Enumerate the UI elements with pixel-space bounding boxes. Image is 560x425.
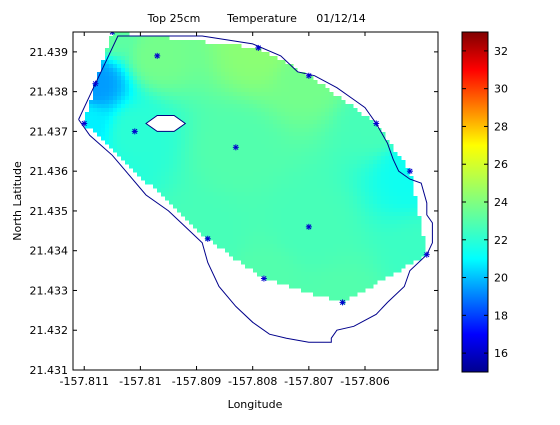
- y-tick-label: 21.433: [30, 284, 69, 297]
- x-tick-label: -157.807: [284, 375, 333, 388]
- colorbar-ticks: 16 18 20 22 24 26 28 30 32: [462, 45, 508, 360]
- chart-title: Top 25cm Temperature 01/12/14: [147, 12, 366, 25]
- station-marker-5: [373, 120, 380, 127]
- plot-frame: [72, 31, 439, 371]
- station-marker-14: [81, 120, 88, 127]
- station-marker-13: [131, 128, 138, 135]
- y-axis-label: North Latitude: [11, 161, 24, 241]
- station-marker-7: [423, 251, 430, 258]
- x-tick-label: -157.81: [119, 375, 161, 388]
- x-tick-label: -157.811: [59, 375, 108, 388]
- colorbar-tick-label: 22: [494, 234, 508, 247]
- colorbar-tick-label: 26: [494, 158, 508, 171]
- colorbar: [461, 31, 489, 373]
- station-marker-9: [305, 223, 312, 230]
- temperature-field: [85, 32, 426, 305]
- y-tick-label: 21.437: [30, 125, 69, 138]
- colorbar-tick-label: 32: [494, 45, 508, 58]
- colorbar-tick-label: 18: [494, 309, 508, 322]
- station-marker-8: [339, 299, 346, 306]
- y-tick-label: 21.432: [30, 324, 69, 337]
- colorbar-tick-label: 28: [494, 120, 508, 133]
- plot-content: [78, 32, 433, 343]
- y-axis-ticks: 21.431 21.432 21.433 21.434 21.435 21.436 21.4…: [30, 46, 438, 377]
- station-marker-3: [255, 44, 262, 51]
- station-marker-12: [232, 144, 239, 151]
- colorbar-tick-label: 16: [494, 347, 508, 360]
- y-tick-label: 21.438: [30, 86, 69, 99]
- x-tick-label: -157.809: [172, 375, 221, 388]
- station-marker-15: [92, 80, 99, 87]
- x-axis-ticks: -157.811 -157.81 -157.809 -157.808 -157.807-…: [59, 32, 390, 388]
- station-marker-4: [305, 72, 312, 79]
- title-date: 01/12/14: [316, 12, 365, 25]
- x-tick-label: -157.806: [340, 375, 389, 388]
- y-tick-label: 21.436: [30, 165, 69, 178]
- colorbar-tick-label: 24: [494, 196, 508, 209]
- y-tick-label: 21.435: [30, 205, 69, 218]
- colorbar-tick-label: 20: [494, 272, 508, 285]
- title-variable: Temperature: [226, 12, 297, 25]
- station-marker-1: [109, 32, 116, 35]
- island-shape: [145, 115, 187, 132]
- station-marker-11: [204, 235, 211, 242]
- y-tick-label: 21.434: [30, 245, 69, 258]
- title-depth: Top 25cm: [147, 12, 201, 25]
- colorbar-tick-label: 30: [494, 83, 508, 96]
- x-axis-label: Longitude: [228, 398, 283, 411]
- station-marker-2: [154, 52, 161, 59]
- x-tick-label: -157.808: [228, 375, 277, 388]
- station-markers: [81, 32, 430, 306]
- station-marker-6: [406, 168, 413, 175]
- y-tick-label: 21.439: [30, 46, 69, 59]
- station-marker-10: [260, 275, 267, 282]
- y-tick-label: 21.431: [30, 364, 69, 377]
